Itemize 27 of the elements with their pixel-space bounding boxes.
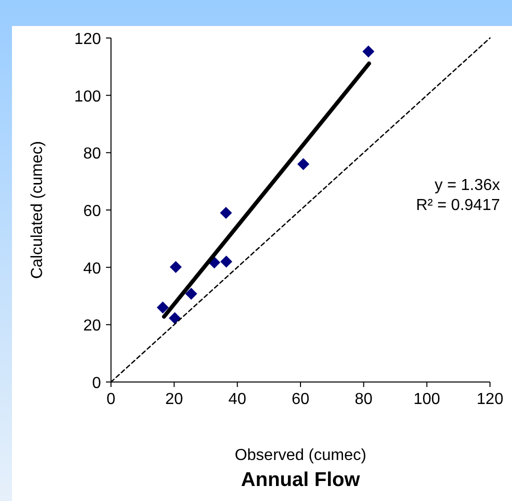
y-tick-label: 0 <box>92 375 102 392</box>
x-tick-label: 120 <box>476 391 504 408</box>
x-tick-label: 80 <box>354 391 373 408</box>
annotation: y = 1.36x <box>434 177 500 194</box>
point <box>185 288 198 300</box>
y-tick-label: 60 <box>83 203 102 220</box>
text: Annual Flow <box>241 469 360 491</box>
x-tick-label: 60 <box>292 391 310 408</box>
y-axis-title: Calculated (cumec) <box>29 141 46 279</box>
annotation: R² = 0.9417 <box>416 197 500 214</box>
x-tick-label: 40 <box>228 391 246 408</box>
y-tick-label: 80 <box>83 146 102 163</box>
y-tick-label: 40 <box>83 260 102 278</box>
point <box>220 256 232 268</box>
x-tick-label: 0 <box>106 391 116 408</box>
point <box>297 158 310 170</box>
point <box>362 45 374 58</box>
x-tick-label: 100 <box>413 391 440 408</box>
y-tick-label: 100 <box>74 88 102 106</box>
y-tick-label: 20 <box>83 318 102 335</box>
y-tick-label: 120 <box>74 31 102 48</box>
x-axis-title: Observed (cumec) <box>234 447 366 464</box>
point <box>168 312 181 324</box>
point <box>220 206 232 219</box>
point <box>156 301 169 314</box>
point <box>170 261 182 274</box>
x-tick-label: 20 <box>165 391 184 408</box>
